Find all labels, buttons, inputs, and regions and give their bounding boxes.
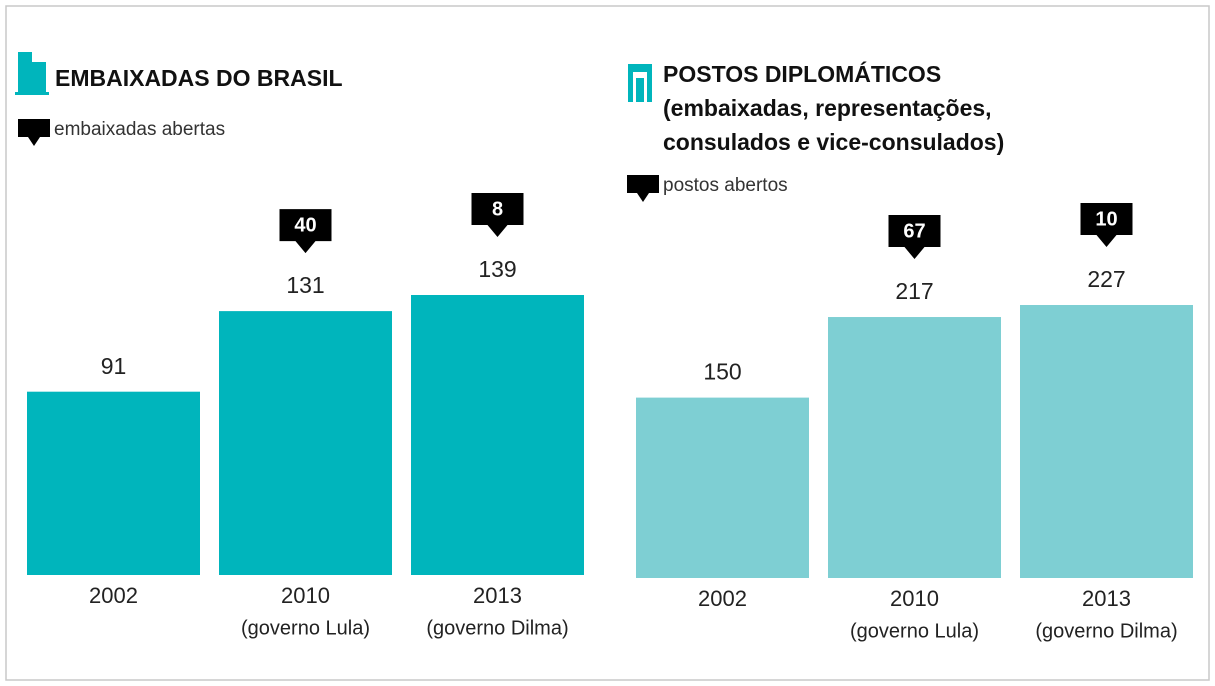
legend-label: embaixadas abertas <box>54 119 225 140</box>
opened-marker <box>888 215 941 260</box>
building-icon <box>15 52 49 95</box>
value-label: 150 <box>703 359 741 385</box>
bar <box>1020 305 1193 578</box>
chart-title: EMBAIXADAS DO BRASIL <box>55 65 343 91</box>
opened-label: 8 <box>492 198 503 220</box>
bar <box>27 391 200 575</box>
legend-label: postos abertos <box>663 175 788 196</box>
category-label: 2010 <box>890 586 939 611</box>
value-label: 217 <box>895 278 933 304</box>
bar <box>636 397 809 578</box>
value-label: 139 <box>478 256 516 282</box>
category-label: 2002 <box>698 586 747 611</box>
opened-marker <box>471 193 524 237</box>
opened-label: 10 <box>1095 208 1117 230</box>
chart-subtitle: consulados e vice-consulados) <box>663 129 1004 155</box>
opened-marker <box>1080 203 1133 247</box>
category-note: (governo Lula) <box>850 620 979 642</box>
value-label: 91 <box>101 353 127 379</box>
opened-label: 67 <box>903 220 925 242</box>
legend-marker <box>627 175 659 202</box>
category-label: 2002 <box>89 583 138 608</box>
frame <box>5 5 1210 681</box>
category-label: 2013 <box>473 583 522 608</box>
opened-marker <box>279 209 332 254</box>
chart-title: POSTOS DIPLOMÁTICOS <box>663 60 941 87</box>
value-label: 227 <box>1087 266 1125 292</box>
building-icon <box>628 64 652 102</box>
bar <box>828 317 1001 578</box>
category-label: 2010 <box>281 583 330 608</box>
opened-label: 40 <box>294 214 316 236</box>
category-note: (governo Dilma) <box>1035 620 1177 642</box>
bar <box>219 311 392 575</box>
bar <box>411 295 584 575</box>
category-label: 2013 <box>1082 586 1131 611</box>
chart-subtitle: (embaixadas, representações, <box>663 95 992 121</box>
category-note: (governo Lula) <box>241 617 370 639</box>
category-note: (governo Dilma) <box>426 617 568 639</box>
value-label: 131 <box>286 272 324 298</box>
legend-marker <box>18 119 50 146</box>
